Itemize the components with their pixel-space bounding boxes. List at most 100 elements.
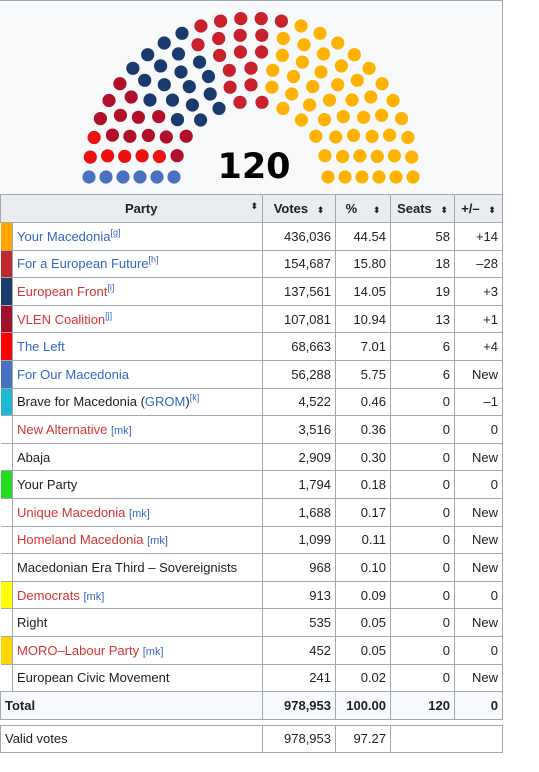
votes-cell: 535 [262,608,336,637]
seat-dot [375,77,389,91]
footnote-link[interactable]: [k] [189,393,200,404]
change-cell: +1 [454,304,503,334]
sort-icon[interactable]: ⬍ [250,201,258,211]
footnote-link[interactable]: [g] [110,227,121,238]
party-color-swatch [0,415,13,444]
seat-dot [286,69,301,84]
seat-dot [276,31,290,46]
party-name-cell: New Alternative [mk] [12,415,263,444]
party-color-swatch [0,580,13,610]
party-name-cell: Your Macedonia[g] [12,222,263,251]
seat-dot [347,128,361,142]
pct-cell: 14.05 [335,277,391,306]
party-color-swatch [0,553,13,582]
seat-dot [194,19,208,33]
party-color-swatch [0,635,13,665]
seat-dot [255,28,269,42]
change-column-header[interactable]: +/– ⬍ [454,194,503,223]
party-name-cell: Abaja [12,442,263,472]
seat-dot [101,149,115,163]
table-row: Homeland Macedonia [mk] 1,099 0.11 0 New [0,525,503,555]
party-name[interactable]: New Alternative [17,421,108,437]
party-column-header[interactable]: Party ⬍ [0,194,263,223]
party-name[interactable]: European Front [17,283,108,299]
table-header-row: Party ⬍ Votes ⬍ % ⬍ Seats ⬍ +/– ⬍ [0,194,503,223]
party-name-abbrev-link[interactable]: GROM [144,394,186,410]
seat-dot [93,112,107,126]
interlanguage-link[interactable]: [mk] [110,424,132,437]
table-row: Unique Macedonia [mk] 1,688 0.17 0 New [0,497,503,527]
change-cell: New [454,553,503,582]
party-name: Abaja [17,449,51,465]
party-name[interactable]: For Our Macedonia [17,366,129,382]
seat-dot [383,128,397,142]
change-cell: –1 [454,387,503,417]
interlanguage-link[interactable]: [mk] [83,590,105,603]
seat-dot [294,113,308,127]
footnote-link[interactable]: [i] [107,282,115,293]
change-cell: New [454,663,503,693]
seat-dot [309,129,323,143]
party-name[interactable]: For a European Future [17,256,149,272]
interlanguage-link[interactable]: [mk] [142,645,164,658]
seat-dot [275,48,289,63]
seat-dot [116,170,130,184]
seat-dot [201,69,216,84]
sort-icon[interactable]: ⬍ [488,205,496,215]
sort-icon[interactable]: ⬍ [316,205,325,215]
seat-dot [336,149,350,164]
votes-cell: 1,794 [262,470,336,499]
party-color-swatch [0,277,13,306]
sort-icon[interactable]: ⬍ [372,205,381,215]
party-name[interactable]: Homeland Macedonia [17,532,144,548]
total-seats-cell: 120 [390,691,455,720]
seat-dot [141,128,155,142]
change-cell: +4 [454,332,503,361]
footnote-link[interactable]: [h] [148,255,159,266]
seat-dot [357,110,371,124]
votes-cell: 452 [262,635,336,665]
seat-dot [233,45,247,59]
party-name-cell: European Civic Movement [12,663,263,693]
party-name[interactable]: Unique Macedonia [17,504,126,520]
party-color-swatch [0,359,13,389]
seat-dot [362,61,376,75]
party-name[interactable]: MORO–Labour Party [17,642,140,658]
footnote-link[interactable]: [j] [105,310,113,321]
party-name[interactable]: Your Macedonia [17,228,111,244]
seat-dot [322,93,337,107]
seat-dot [266,63,280,77]
table-row: Macedonian Era Third – Sovereignists 968 0… [0,553,503,582]
seat-dot [191,38,205,52]
pct-cell: 44.54 [335,222,391,251]
interlanguage-link[interactable]: [mk] [129,507,150,520]
party-color-swatch [0,222,13,251]
party-name[interactable]: Democrats [17,587,80,603]
valid-votes-label: Valid votes [0,724,263,754]
seat-dot [334,59,348,73]
party-color-swatch [0,304,13,334]
party-name[interactable]: The Left [17,339,65,355]
seats-cell: 58 [390,222,455,251]
seat-dot [182,80,196,94]
sort-icon[interactable]: ⬍ [440,205,448,215]
seats-column-header[interactable]: Seats ⬍ [390,194,455,223]
interlanguage-link[interactable]: [mk] [147,535,168,548]
change-cell: +14 [454,222,503,251]
seat-dot [265,80,279,94]
party-name-cell: Your Party [12,470,263,499]
pct-cell: 0.17 [335,497,391,527]
seats-cell: 0 [390,415,455,444]
seat-dot [175,26,189,40]
party-name[interactable]: VLEN Coalition [17,311,106,327]
total-seats-label: 120 [217,147,291,187]
pct-cell: 0.36 [335,415,391,444]
votes-column-header[interactable]: Votes ⬍ [262,194,336,223]
party-color-swatch [0,663,13,693]
table-row: Abaja 2,909 0.30 0 New [0,442,503,472]
total-change-cell: 0 [454,691,503,720]
percent-column-header[interactable]: % ⬍ [335,194,391,223]
seat-dot [317,113,332,127]
votes-cell: 4,522 [262,387,336,417]
table-spacer [0,718,503,726]
